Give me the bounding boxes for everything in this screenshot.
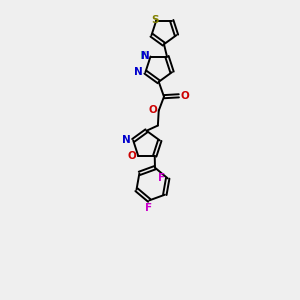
Text: F: F (158, 173, 165, 183)
Text: O: O (181, 91, 190, 101)
Text: N: N (122, 135, 130, 145)
Text: O: O (128, 151, 136, 161)
Text: O: O (148, 105, 157, 115)
Text: F: F (145, 203, 152, 213)
Text: N: N (141, 51, 150, 61)
Text: H: H (140, 51, 147, 61)
Text: N: N (134, 67, 143, 77)
Text: S: S (152, 15, 159, 25)
